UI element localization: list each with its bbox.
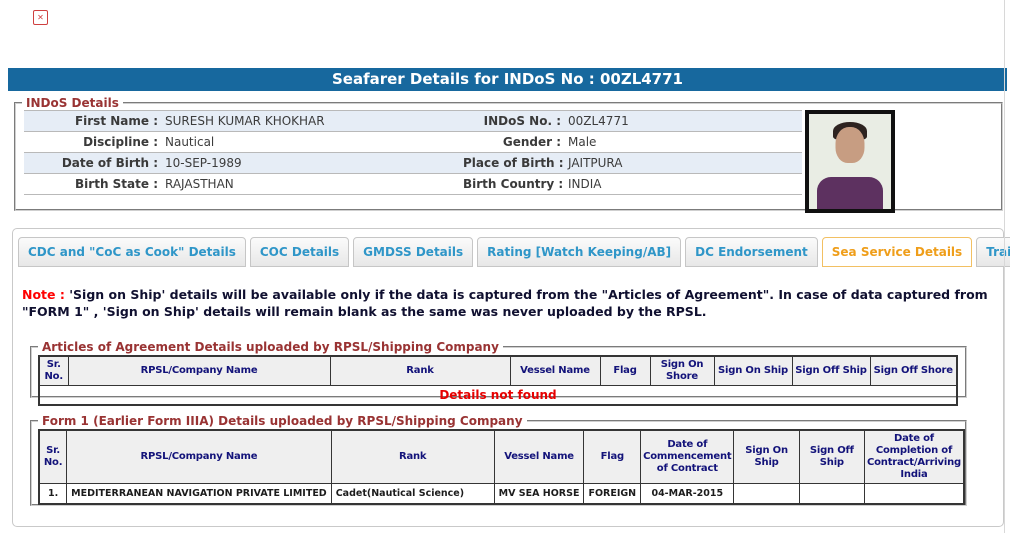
- broken-image-icon: ✕: [33, 10, 48, 25]
- column-header: Rank: [330, 429, 495, 484]
- field-value: RAJASTHAN: [165, 177, 234, 191]
- column-header: Sign On Ship: [713, 355, 793, 386]
- page-title: Seafarer Details for INDoS No : 00ZL4771: [8, 68, 1007, 91]
- field-label: Birth State :: [75, 177, 158, 191]
- column-header: Sr. No.: [38, 429, 68, 484]
- tab-sea-service-details[interactable]: Sea Service Details: [821, 237, 973, 267]
- column-header: Date of Completion of Contract/Arriving …: [863, 429, 965, 484]
- column-header: Sign On Shore: [649, 355, 715, 386]
- column-header: Date of Commencement of Contract: [640, 429, 735, 484]
- column-header: Sr. No.: [38, 355, 69, 386]
- field-value: JAITPURA: [568, 156, 623, 170]
- note: Note : 'Sign on Ship' details will be av…: [22, 287, 997, 320]
- column-header: Vessel Name: [493, 429, 585, 484]
- detail-row: First Name : SURESH KUMAR KHOKHAR INDoS …: [24, 111, 802, 132]
- photo-shirt-shape: [817, 177, 883, 209]
- window-edge-divider: [1004, 0, 1005, 533]
- column-header: Sign Off Ship: [791, 355, 871, 386]
- table-empty-row: Details not found: [38, 385, 958, 406]
- note-prefix: Note :: [22, 287, 70, 302]
- field-value: 00ZL4771: [568, 114, 629, 128]
- table-header-row: Sr. No. RPSL/Company Name Rank Vessel Na…: [38, 355, 958, 386]
- articles-table: Sr. No. RPSL/Company Name Rank Vessel Na…: [38, 355, 958, 406]
- table-cell-vessel: MV SEA HORSE: [493, 483, 585, 505]
- field-value: Male: [568, 135, 597, 149]
- detail-row: Date of Birth : 10-SEP-1989 Place of Bir…: [24, 153, 802, 174]
- table-cell-sign-on-ship: [733, 483, 800, 505]
- field-label: Gender :: [502, 135, 561, 149]
- column-header: Sign On Ship: [733, 429, 800, 484]
- field-value: INDIA: [568, 177, 602, 191]
- table-cell-rank: Cadet(Nautical Science): [330, 483, 495, 505]
- field-label: Discipline :: [83, 135, 158, 149]
- column-header: Flag: [599, 355, 651, 386]
- field-value: SURESH KUMAR KHOKHAR: [165, 114, 325, 128]
- column-header: Flag: [583, 429, 642, 484]
- field-label: INDoS No. :: [483, 114, 561, 128]
- table-cell-commencement-date: 04-MAR-2015: [640, 483, 735, 505]
- field-value: Nautical: [165, 135, 215, 149]
- form1-table: Sr. No. RPSL/Company Name Rank Vessel Na…: [38, 429, 965, 505]
- column-header: RPSL/Company Name: [66, 429, 332, 484]
- table-row: 1. MEDITERRANEAN NAVIGATION PRIVATE LIMI…: [38, 483, 965, 505]
- articles-section-legend: Articles of Agreement Details uploaded b…: [42, 340, 499, 354]
- note-body: 'Sign on Ship' details will be available…: [22, 287, 988, 319]
- detail-row: Discipline : Nautical Gender : Male: [24, 132, 802, 153]
- table-cell-sr-no: 1.: [38, 483, 68, 505]
- photo-head-shape: [835, 127, 865, 163]
- field-value: 10-SEP-1989: [165, 156, 242, 170]
- form1-section-legend: Form 1 (Earlier Form IIIA) Details uploa…: [42, 414, 523, 428]
- column-header: Vessel Name: [509, 355, 601, 386]
- field-label: Date of Birth :: [61, 156, 158, 170]
- table-cell-company: MEDITERRANEAN NAVIGATION PRIVATE LIMITED: [66, 483, 332, 505]
- column-header: Sign Off Shore: [869, 355, 958, 386]
- indos-details-legend: INDoS Details: [26, 96, 119, 110]
- detail-row: Birth State : RAJASTHAN Birth Country : …: [24, 174, 802, 195]
- table-cell-sign-off-ship: [798, 483, 865, 505]
- seafarer-photo: [805, 110, 895, 213]
- form1-section: Form 1 (Earlier Form IIIA) Details uploa…: [30, 414, 967, 506]
- column-header: Sign Off Ship: [798, 429, 865, 484]
- table-cell-completion-date: [863, 483, 965, 505]
- indos-details-grid: First Name : SURESH KUMAR KHOKHAR INDoS …: [24, 110, 802, 195]
- tab-bar: CDC and "CoC as Cook" Details COC Detail…: [18, 237, 1010, 267]
- table-cell-flag: FOREIGN: [583, 483, 642, 505]
- field-label: Place of Birth :: [463, 156, 564, 170]
- tab-gmdss-details[interactable]: GMDSS Details: [353, 237, 474, 267]
- column-header: Rank: [329, 355, 511, 386]
- tab-dc-endorsement[interactable]: DC Endorsement: [685, 237, 818, 267]
- indos-details-section: INDoS Details: [14, 96, 1003, 211]
- column-header: RPSL/Company Name: [67, 355, 331, 386]
- table-header-row: Sr. No. RPSL/Company Name Rank Vessel Na…: [38, 429, 965, 484]
- field-label: First Name :: [74, 114, 158, 128]
- articles-of-agreement-section: Articles of Agreement Details uploaded b…: [30, 340, 967, 406]
- field-label: Birth Country :: [463, 177, 564, 191]
- tab-coc-details[interactable]: COC Details: [249, 237, 350, 267]
- empty-message: Details not found: [38, 385, 958, 406]
- tab-rating-watch-keeping-ab[interactable]: Rating [Watch Keeping/AB]: [477, 237, 682, 267]
- tab-cdc-coc-as-cook-details[interactable]: CDC and "CoC as Cook" Details: [18, 237, 246, 267]
